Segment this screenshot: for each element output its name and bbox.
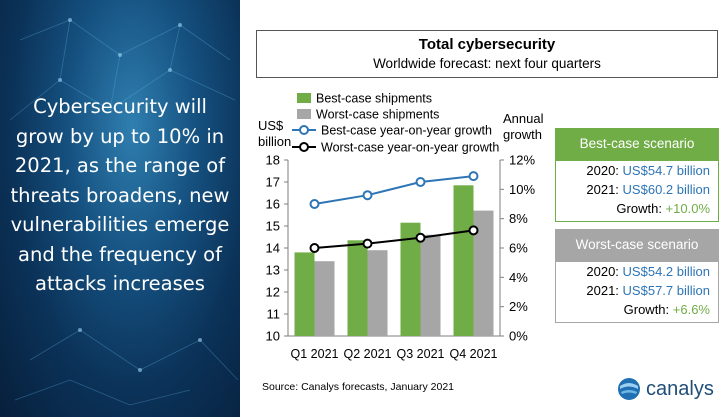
worst-case-header: Worst-case scenario [555,229,719,261]
best-case-growth-point [415,177,426,187]
best-case-growth-point [468,171,479,182]
y-left-tick-label: 16 [266,197,280,212]
headline-text: Cybersecurity will grow by up to 10% in … [10,95,230,295]
worst-case-growth-label: Growth: [623,302,673,317]
best-case-bar [453,185,474,336]
legend-worst-bar-label: Worst-case shipments [316,108,439,122]
x-tick-label: Q2 2021 [344,347,392,361]
y-right-tick-label: 12% [509,153,535,168]
best-case-2020-value: US$54.7 billion [622,163,710,178]
chart-title: Total cybersecurity [418,36,556,53]
x-tick-label: Q4 2021 [450,347,498,361]
best-case-growth-value: +10.0% [665,201,710,216]
worst-case-2020-value: US$54.2 billion [622,264,710,279]
worst-case-header-text: Worst-case scenario [575,237,699,252]
y-left-axis-label: billion [258,134,291,149]
worst-case-line: 2021: US$57.7 billion [556,281,718,300]
worst-case-bar [314,261,335,336]
worst-case-growth-point [309,243,320,253]
best-case-header-text: Best-case scenario [579,136,695,151]
worst-case-line: 2020: US$54.2 billion [556,262,718,281]
worst-case-bar [473,210,494,336]
y-left-tick-label: 12 [266,285,280,300]
y-left-tick-label: 14 [266,241,280,256]
legend-worst-bar-swatch [297,109,311,119]
legend-best-bar-swatch [297,93,311,103]
x-tick-label: Q1 2021 [291,347,339,361]
worst-case-line: Growth: +6.6% [556,300,718,319]
y-left-tick-label: 13 [266,263,280,278]
logo-text: canalys [646,377,714,400]
y-right-axis-label: growth [503,127,542,142]
worst-case-growth-point [468,225,479,236]
canalys-logo: canalys [617,375,714,403]
worst-case-box: 2020: US$54.2 billion 2021: US$57.7 bill… [555,261,719,323]
best-case-bar [347,240,368,336]
x-tick-label: Q3 2021 [397,347,445,361]
best-case-2021-label: 2021: [586,182,623,197]
best-case-bar [294,252,315,336]
best-case-header: Best-case scenario [555,128,719,160]
y-left-tick-label: 10 [266,329,280,344]
legend-best-growth-marker [299,125,309,135]
best-case-line: 2020: US$54.7 billion [556,161,718,180]
chart-title-box: Total cybersecurity Worldwide forecast: … [256,30,718,78]
left-panel: Cybersecurity will grow by up to 10% in … [0,0,240,417]
worst-case-2021-label: 2021: [586,283,623,298]
y-right-tick-label: 10% [509,182,535,197]
worst-case-growth-line [314,229,474,249]
y-right-tick-label: 0% [509,329,528,344]
y-right-tick-label: 2% [509,299,528,314]
y-left-tick-label: 17 [266,175,280,190]
y-left-tick-label: 18 [266,153,280,168]
y-right-tick-label: 6% [509,241,528,256]
best-case-2021-value: US$60.2 billion [622,182,710,197]
best-case-growth-point [362,190,373,201]
worst-case-2020-label: 2020: [586,264,623,279]
worst-case-growth-point [362,238,373,249]
legend-best-bar-label: Best-case shipments [316,92,432,106]
legend-worst-growth-marker [299,142,309,152]
y-right-tick-label: 8% [509,211,528,226]
best-case-2020-label: 2020: [586,163,623,178]
worst-case-2021-value: US$57.7 billion [622,283,710,298]
y-left-tick-label: 15 [266,219,280,234]
worst-case-growth-value: +6.6% [672,302,710,317]
best-case-line: Growth: +10.0% [556,199,718,218]
best-case-bar [400,222,421,336]
y-left-axis-label: US$ [258,118,284,133]
worst-case-growth-point [415,232,426,243]
source-note: Source: Canalys forecasts, January 2021 [262,381,455,393]
y-right-tick-label: 4% [509,270,528,285]
worst-case-bar [367,250,388,336]
best-case-growth-label: Growth: [616,201,666,216]
chart-subtitle: Worldwide forecast: next four quarters [373,56,601,71]
best-case-box: 2020: US$54.7 billion 2021: US$60.2 bill… [555,160,719,222]
legend-best-growth-label: Best-case year-on-year growth [321,124,492,138]
best-case-growth-line [314,175,474,205]
best-case-line: 2021: US$60.2 billion [556,180,718,199]
legend-worst-growth-label: Worst-case year-on-year growth [321,141,499,155]
y-right-axis-label: Annual [503,111,544,126]
network-background-icon [9,18,239,406]
y-left-tick-label: 11 [267,307,281,322]
canalys-globe-icon [618,378,640,400]
worst-case-bar [420,234,441,336]
best-case-growth-point [309,199,320,209]
